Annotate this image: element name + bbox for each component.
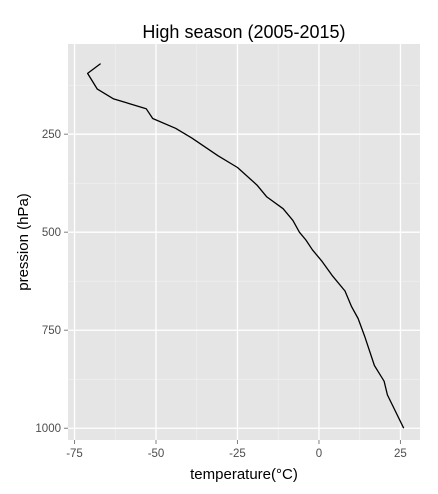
chart-title: High season (2005-2015) — [142, 22, 345, 42]
y-tick-label: 500 — [42, 227, 61, 239]
x-tick-label: -50 — [148, 448, 165, 460]
series-line — [86, 63, 405, 429]
y-tick-label: 750 — [42, 325, 61, 337]
grid-major — [68, 44, 420, 440]
plot-panel — [68, 44, 420, 440]
x-axis-title: temperature(°C) — [190, 466, 298, 483]
y-axis-title: pression (hPa) — [15, 193, 32, 291]
x-tick-label: 0 — [316, 448, 322, 460]
series-layer — [86, 63, 405, 429]
x-axis: -75 -50 -25 0 25 — [66, 440, 407, 460]
grid-minor — [68, 44, 420, 440]
x-tick-label: -75 — [66, 448, 83, 460]
y-axis: 250 500 750 1000 — [35, 129, 68, 435]
y-tick-label: 250 — [42, 129, 61, 141]
x-tick-label: 25 — [394, 448, 407, 460]
y-tick-label: 1000 — [35, 423, 61, 435]
x-tick-label: -25 — [229, 448, 246, 460]
